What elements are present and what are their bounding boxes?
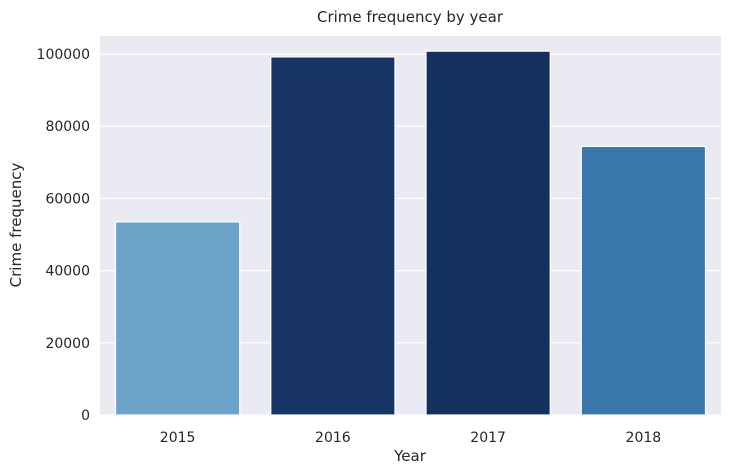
x-tick-label: 2015	[160, 430, 196, 446]
y-tick-label: 20000	[45, 336, 90, 352]
bar-2016	[270, 56, 396, 416]
y-tick-labels: 0 20000 40000 60000 80000 100000	[37, 47, 90, 424]
x-tick-label: 2018	[626, 430, 662, 446]
x-axis-label: Year	[393, 447, 427, 465]
bars	[114, 50, 707, 416]
y-tick-label: 80000	[45, 119, 90, 135]
x-tick-labels: 2015 2016 2017 2018	[160, 430, 661, 446]
bar-2017	[425, 50, 551, 416]
x-tick-label: 2016	[315, 430, 351, 446]
y-tick-label: 40000	[45, 264, 90, 280]
y-tick-label: 100000	[37, 47, 90, 63]
x-tick-label: 2017	[470, 430, 506, 446]
bar-2015	[114, 221, 241, 416]
y-tick-label: 60000	[45, 191, 90, 207]
y-tick-label: 0	[81, 408, 90, 424]
bar-2018	[580, 145, 707, 416]
y-axis-label: Crime frequency	[7, 163, 25, 288]
chart-title: Crime frequency by year	[317, 8, 504, 26]
